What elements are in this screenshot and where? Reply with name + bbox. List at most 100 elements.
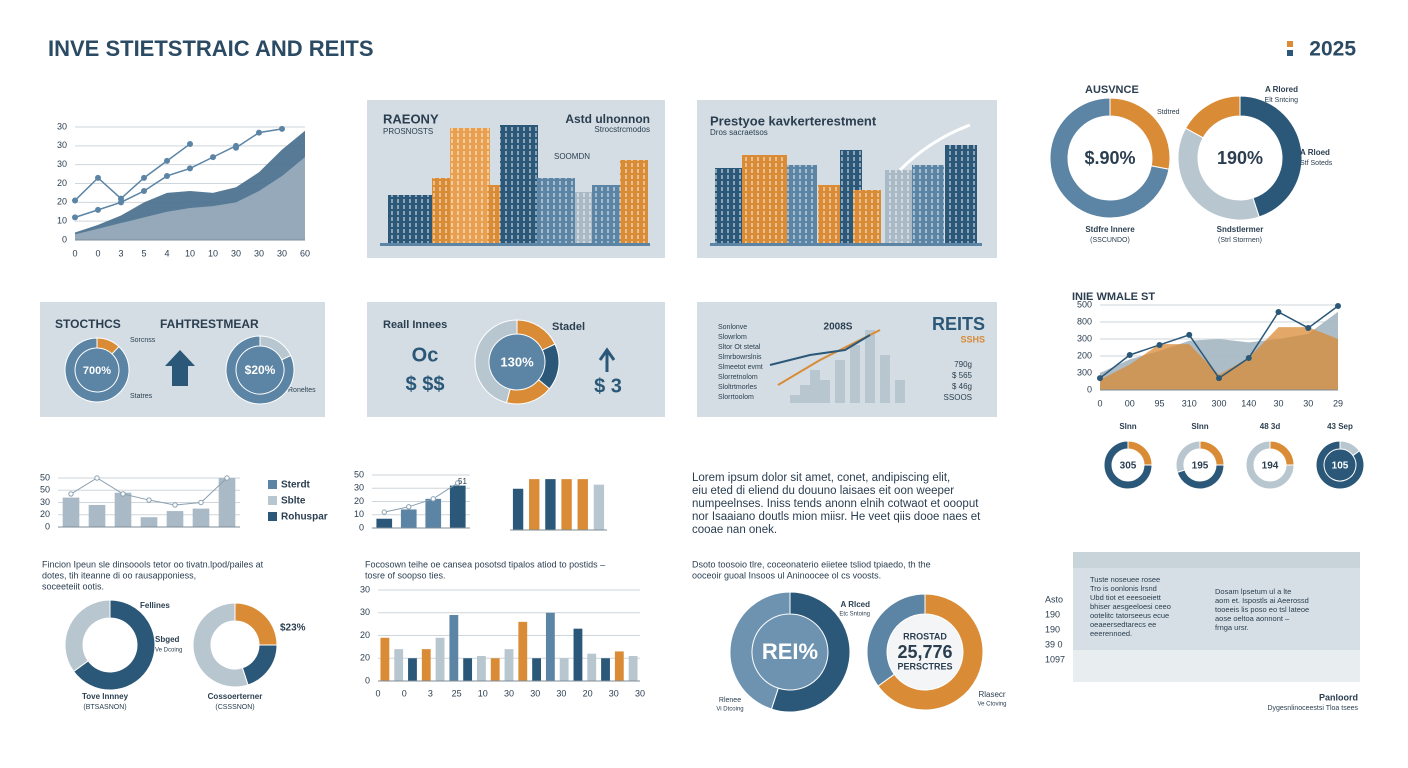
donut-label: Sbged	[155, 635, 180, 644]
x-tick-label: 0	[375, 688, 380, 698]
bar	[114, 492, 132, 527]
decor-line	[769, 334, 871, 366]
donut-segment	[729, 591, 791, 710]
x-tick-label: 30	[635, 688, 645, 698]
panel-symbol: $ $$	[406, 373, 445, 395]
ground	[710, 243, 982, 246]
box-text: frnga ursr.	[1215, 623, 1249, 632]
panel-list: Slorretnolom	[718, 374, 758, 381]
box-text: Tro is oonlonis lrsnd	[1090, 584, 1157, 593]
panel-subtitle: SSHS	[960, 334, 985, 344]
point	[95, 174, 101, 181]
building-windows	[537, 178, 575, 243]
box-label: 190	[1045, 609, 1060, 619]
legend-swatch	[268, 512, 277, 521]
y-tick-label: 20	[40, 509, 50, 519]
donut-label: (Strl Storrnen)	[1218, 237, 1262, 244]
panel-list: Slorrtoolom	[718, 394, 754, 401]
point	[187, 140, 193, 147]
point	[172, 502, 178, 508]
x-tick-label: 10	[478, 688, 488, 698]
bar	[140, 517, 158, 527]
paragraph: Fincion Ipeun sle dinsoools tetor oo tiv…	[42, 559, 264, 569]
y-tick-label: 20	[360, 653, 370, 663]
donut-label: Slnn	[1191, 422, 1208, 431]
decor-bar	[895, 380, 905, 403]
donut-label: Elt Sntcing	[1265, 97, 1299, 104]
point	[68, 491, 74, 497]
paragraph: tosre of soopso ties.	[365, 570, 446, 580]
panel-list: Slmrbowrslnis	[718, 354, 762, 361]
y-tick-label: 20	[57, 197, 67, 207]
point	[455, 480, 461, 486]
point	[120, 491, 126, 497]
donut-segment	[770, 591, 851, 713]
panel-list: $ 565	[952, 371, 973, 380]
box-text: Ubd tiot et eeesoeiett	[1090, 593, 1162, 602]
panel-symbol: Oc	[412, 344, 439, 366]
y-tick-label: 30	[57, 140, 67, 150]
y-tick-label: 300	[1077, 333, 1092, 343]
line	[74, 143, 191, 201]
bar	[408, 658, 417, 681]
x-tick-label: 30	[231, 248, 241, 258]
x-tick-label: 300	[1211, 398, 1226, 408]
x-tick-label: 0	[72, 248, 77, 258]
donut-segment	[866, 593, 926, 687]
bar	[218, 478, 236, 527]
donut-label: Tove lnnney	[82, 692, 129, 701]
point	[141, 174, 147, 181]
panel-title: RAEONY	[383, 111, 439, 126]
point	[256, 129, 262, 136]
arrow-icon	[165, 350, 195, 386]
y-tick-label: 0	[359, 522, 364, 532]
donut-label: Etc Sntoing	[839, 612, 870, 618]
donut-label: PERSCTRES	[897, 661, 952, 671]
panel-title: 2008S	[824, 322, 853, 333]
bar	[394, 649, 404, 681]
x-tick-label: 30	[530, 688, 540, 698]
arrow	[898, 123, 971, 172]
y-tick-label: 0	[365, 675, 370, 685]
donut-center-label: 25,776	[897, 642, 952, 662]
box-text: bhiser aesgeeloesi ceeo	[1090, 602, 1171, 611]
page-title: INVE STIETSTRAIC AND REITS	[48, 36, 374, 61]
box-text: oeaeersedtarecs ee	[1090, 620, 1156, 629]
panel	[697, 302, 997, 417]
donut-segment	[1175, 440, 1201, 474]
bar	[573, 628, 583, 681]
y-tick-label: 800	[1077, 316, 1092, 326]
y-tick-label: 20	[354, 496, 364, 506]
icon	[1287, 50, 1293, 56]
donut-center-label: 195	[1192, 461, 1209, 472]
panel-subtitle: Strocstrcmodos	[594, 125, 650, 134]
chart-title: INIE WMALE ST	[1072, 291, 1155, 303]
x-tick-label: 95	[1154, 398, 1164, 408]
y-tick-label: 30	[40, 497, 50, 507]
panel-list: Sltor Ot stetal	[718, 344, 761, 351]
x-tick-label: 4	[164, 248, 169, 258]
point	[279, 125, 285, 132]
bar	[380, 637, 390, 681]
paragraph: Lorem ipsum dolor sit amet, conet, andip…	[692, 472, 950, 484]
box-label: 190	[1045, 624, 1060, 634]
panel-symbol: $ 3	[594, 375, 622, 397]
donut-center	[489, 334, 545, 390]
panel-title: Astd ulnonnon	[565, 112, 650, 126]
panel-note: SOOMDN	[554, 152, 590, 161]
bar	[435, 637, 445, 681]
panel-list: Slowrlom	[718, 334, 747, 341]
point	[164, 157, 170, 164]
footer: Panloord	[1319, 692, 1358, 702]
paragraph: eiu eted di eliend du douuno laisaes eit…	[692, 485, 954, 497]
paragraph: Focosown teihe oe cansea posotsd tipalos…	[365, 559, 605, 569]
building-windows	[575, 192, 593, 243]
x-tick-label: 30	[277, 248, 287, 258]
x-tick-label: 30	[556, 688, 566, 698]
x-tick-label: 25	[452, 688, 462, 698]
line	[384, 482, 459, 513]
donut-label: Stdtred	[1157, 109, 1180, 116]
ground	[380, 243, 650, 246]
box-text: eeerennoed.	[1090, 629, 1132, 638]
bar	[559, 658, 569, 681]
